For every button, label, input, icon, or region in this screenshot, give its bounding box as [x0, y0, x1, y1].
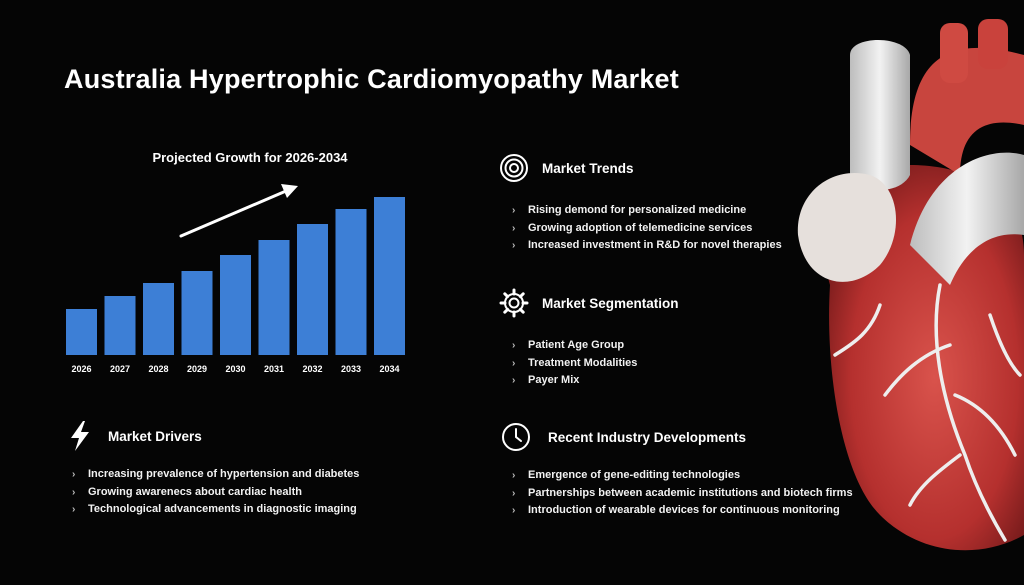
bar-2030 [220, 255, 251, 355]
clock-icon [500, 421, 532, 453]
recent-developments-section: Recent Industry Developments › Emergence … [500, 421, 853, 520]
bar-2034 [374, 197, 405, 355]
recent-developments-heading: Recent Industry Developments [548, 429, 747, 445]
market-segmentation-section: Market Segmentation › Patient Age Group ›… [498, 287, 679, 390]
list-item: › Patient Age Group [512, 339, 625, 351]
tick-label-2027: 2027 [110, 364, 130, 374]
list-item: › Partnerships between academic instituti… [512, 486, 853, 499]
tick-label-2032: 2032 [302, 364, 322, 374]
tick-label-2034: 2034 [379, 364, 399, 374]
market-drivers-heading: Market Drivers [108, 428, 202, 444]
market-drivers-section: Market Drivers › Increasing prevalence of… [64, 420, 359, 519]
tick-label-2031: 2031 [264, 364, 284, 374]
bar-2028 [143, 283, 174, 355]
tick-label-2026: 2026 [71, 364, 91, 374]
market-trends-heading: Market Trends [542, 160, 634, 176]
bar-2033 [335, 209, 367, 355]
list-item: › Rising demond for personalized medicine [512, 204, 747, 216]
list-item: › Growing awarenecs about cardiac health [72, 485, 302, 498]
market-segmentation-heading: Market Segmentation [542, 295, 679, 311]
tick-label-2029: 2029 [187, 364, 207, 374]
bar-2026 [66, 309, 97, 355]
gear-icon [498, 287, 530, 319]
trend-arrow [179, 184, 298, 238]
tick-label-2030: 2030 [225, 364, 245, 374]
list-item: › Increasing prevalence of hypertension a… [72, 468, 360, 480]
bar-2029 [181, 271, 213, 355]
bar-2027 [104, 296, 136, 355]
target-icon [498, 152, 530, 184]
tick-label-2033: 2033 [341, 364, 361, 374]
chart-title: Projected Growth for 2026-2034 [152, 150, 348, 165]
bar-2031 [258, 240, 290, 355]
bar-2032 [297, 224, 328, 355]
page-title: Australia Hypertrophic Cardiomyopathy Ma… [64, 64, 679, 94]
market-trends-section: Market Trends › Rising demond for persona… [498, 152, 782, 255]
list-item: › Treatment Modalities [512, 356, 638, 369]
list-item: › Payer Mix [512, 374, 580, 386]
list-item: › Growing adoption of telemedicine servic… [512, 221, 753, 234]
heart-icon [797, 19, 1024, 551]
list-item: › Introduction of wearable devices for co… [512, 504, 840, 516]
tick-label-2028: 2028 [148, 364, 168, 374]
list-item: › Emergence of gene-editing technologies [512, 469, 741, 481]
list-item: › Technological advancements in diagnosti… [72, 503, 357, 515]
lightning-icon [64, 420, 96, 452]
list-item: › Increased investment in R&D for novel t… [512, 239, 782, 251]
